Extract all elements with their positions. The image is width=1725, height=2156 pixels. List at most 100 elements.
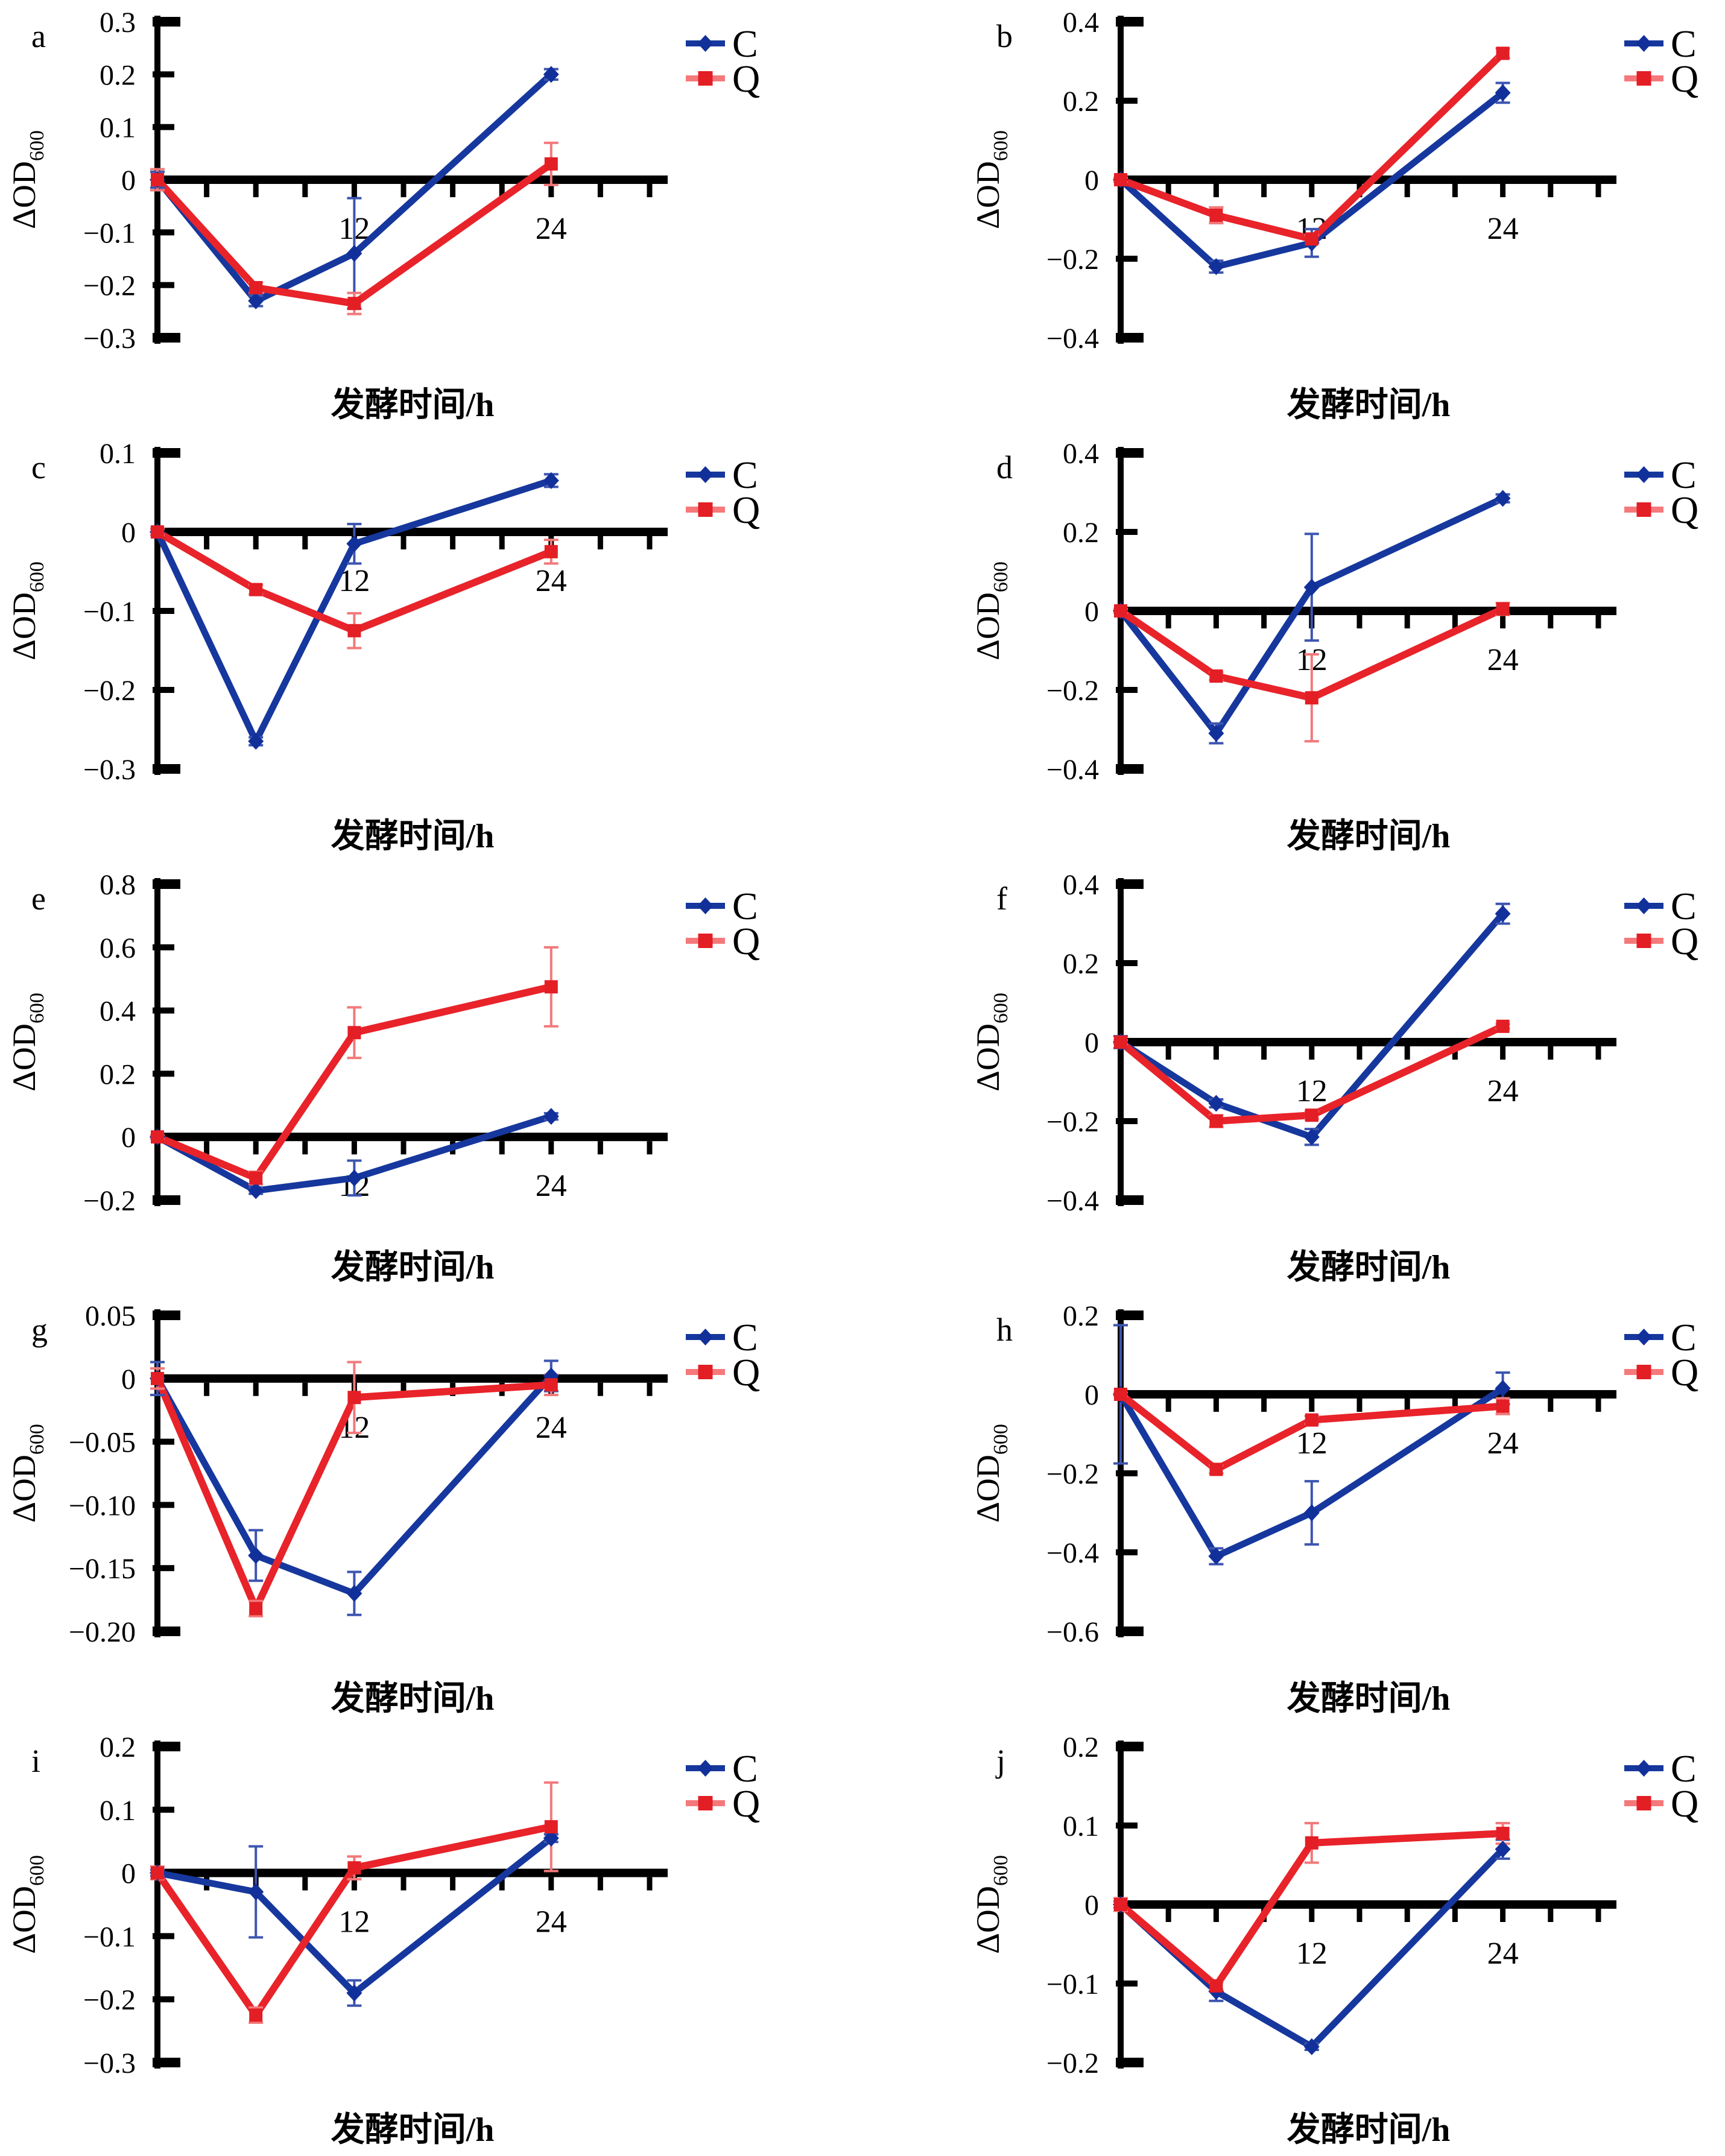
error-bar-cap xyxy=(347,1057,362,1060)
y-tick-label: 0.1 xyxy=(100,112,136,144)
panel-letter: e xyxy=(31,880,46,917)
y-axis-tick xyxy=(153,1626,180,1636)
legend-marker-C xyxy=(697,466,714,483)
x-axis-tick xyxy=(1452,615,1458,628)
series-line-C xyxy=(154,477,552,745)
x-axis-tick xyxy=(597,1141,603,1155)
data-point-marker-Q xyxy=(1496,1399,1510,1413)
y-axis-title: ΔOD600 xyxy=(970,1855,1012,1954)
error-bar-cap xyxy=(347,1194,362,1197)
legend-marker-C xyxy=(1636,466,1652,483)
y-axis-tick xyxy=(1116,17,1144,27)
x-tick-label: 24 xyxy=(1487,212,1519,246)
panel-letter: j xyxy=(995,1743,1005,1779)
x-axis-tick xyxy=(1261,1046,1267,1060)
x-axis-tick xyxy=(253,1141,259,1155)
data-point-marker-Q xyxy=(1114,1898,1127,1911)
data-point-marker-Q xyxy=(1114,1388,1127,1401)
x-axis-line xyxy=(154,1868,668,1877)
x-axis-tick xyxy=(1595,184,1601,197)
y-tick-label: 0.4 xyxy=(1063,7,1099,39)
legend-marker-Q xyxy=(1636,1365,1651,1379)
x-axis-title: 发酵时间/h xyxy=(1287,818,1451,855)
chart-panel-i: i 0.2 0.1 0 −0.1 −0.2 −0.3 ΔOD600 12 24 发酵时间/h C Q xyxy=(0,1725,862,2156)
error-bar-cap xyxy=(1304,227,1319,230)
y-tick-label: 0.2 xyxy=(1063,86,1099,118)
error-bar-cap xyxy=(1304,653,1319,656)
data-point-marker-Q xyxy=(1496,1827,1510,1841)
x-axis-tick xyxy=(400,1877,407,1891)
y-axis-tick xyxy=(1116,960,1138,966)
x-axis-tick xyxy=(1595,1909,1601,1922)
y-tick-label: 0 xyxy=(1084,596,1099,628)
series-line-Q xyxy=(154,1377,552,1613)
y-tick-label: 0.2 xyxy=(100,1731,136,1763)
data-point-marker-Q xyxy=(1305,1108,1318,1122)
error-bar-cap xyxy=(347,1431,362,1434)
x-axis-title: 发酵时间/h xyxy=(1287,1249,1451,1286)
error-bar-cap xyxy=(248,1614,264,1617)
x-axis-tick xyxy=(1213,615,1219,628)
data-point-marker-C xyxy=(346,245,362,262)
y-axis-tick xyxy=(153,1438,174,1445)
y-axis-title-main: ΔOD xyxy=(970,1886,1006,1954)
y-axis-line xyxy=(154,1309,160,1637)
x-axis-tick xyxy=(400,536,407,549)
y-axis-tick xyxy=(1116,2058,1144,2067)
data-point-marker-Q xyxy=(151,1371,164,1385)
error-bar-cap xyxy=(347,197,362,200)
x-axis-tick xyxy=(1261,1399,1267,1412)
error-bar-cap xyxy=(347,291,362,294)
chart-canvas-i: i 0.2 0.1 0 −0.1 −0.2 −0.3 ΔOD600 12 24 发酵时间/h CQ xyxy=(6,1731,760,2149)
x-axis-tick xyxy=(1500,1046,1506,1060)
error-bar-cap xyxy=(248,2006,264,2009)
chart-panel-d: d 0.4 0.2 0 −0.2 −0.4 ΔOD600 12 24 发酵时间/h C Q xyxy=(862,431,1725,862)
x-axis-tick xyxy=(1356,615,1363,628)
series-line-Q xyxy=(156,983,552,1182)
data-point-marker-Q xyxy=(347,624,361,637)
panel-letter: b xyxy=(996,18,1013,54)
legend-label-Q: Q xyxy=(1671,488,1698,531)
error-bar-cap xyxy=(1304,255,1319,258)
x-tick-label: 12 xyxy=(338,1905,370,1939)
error-bar-cap xyxy=(347,612,362,615)
y-axis-tick xyxy=(1116,256,1138,262)
legend-marker-C xyxy=(1636,897,1652,914)
y-tick-label: −0.2 xyxy=(1046,1106,1099,1138)
panel-letter: h xyxy=(996,1312,1013,1348)
x-axis-tick xyxy=(1404,1399,1410,1412)
y-axis-title-subscript: 600 xyxy=(26,993,48,1023)
data-point-marker-Q xyxy=(1209,1979,1223,1993)
x-axis-tick xyxy=(400,1141,407,1155)
y-axis-title-subscript: 600 xyxy=(26,1424,48,1455)
y-tick-label: 0 xyxy=(121,1122,136,1154)
y-tick-label: −0.2 xyxy=(83,270,136,302)
y-axis-tick xyxy=(153,764,180,774)
x-tick-label: 24 xyxy=(1487,1936,1519,1971)
x-axis-tick xyxy=(1404,1909,1410,1922)
x-axis-line xyxy=(154,528,668,536)
error-bar-cap xyxy=(1209,222,1224,225)
panel-letter: c xyxy=(31,449,46,485)
x-axis-tick xyxy=(204,1141,210,1155)
legend-marker-C xyxy=(697,1329,714,1345)
legend-label-C: C xyxy=(1671,454,1697,496)
legend-marker-C xyxy=(1636,1760,1652,1777)
y-tick-label: −0.1 xyxy=(1046,1968,1099,2000)
y-axis-tick xyxy=(153,1070,174,1077)
x-axis-line xyxy=(154,1133,668,1142)
error-bar-cap xyxy=(248,1845,264,1848)
legend-label-C: C xyxy=(1671,885,1697,928)
x-axis-title: 发酵时间/h xyxy=(331,387,495,424)
x-axis-tick xyxy=(1165,184,1171,197)
panel-letter: g xyxy=(31,1312,48,1348)
y-axis-tick xyxy=(153,448,180,458)
chart-canvas-f: f 0.4 0.2 0 −0.2 −0.4 ΔOD600 12 24 发酵时间/h CQ xyxy=(970,869,1698,1286)
y-axis-title-main: ΔOD xyxy=(970,161,1006,229)
legend-label-Q: Q xyxy=(1671,1351,1698,1394)
legend-marker-Q xyxy=(1636,502,1651,517)
data-point-marker-Q xyxy=(1114,173,1127,186)
data-point-marker-C xyxy=(248,1883,264,1901)
